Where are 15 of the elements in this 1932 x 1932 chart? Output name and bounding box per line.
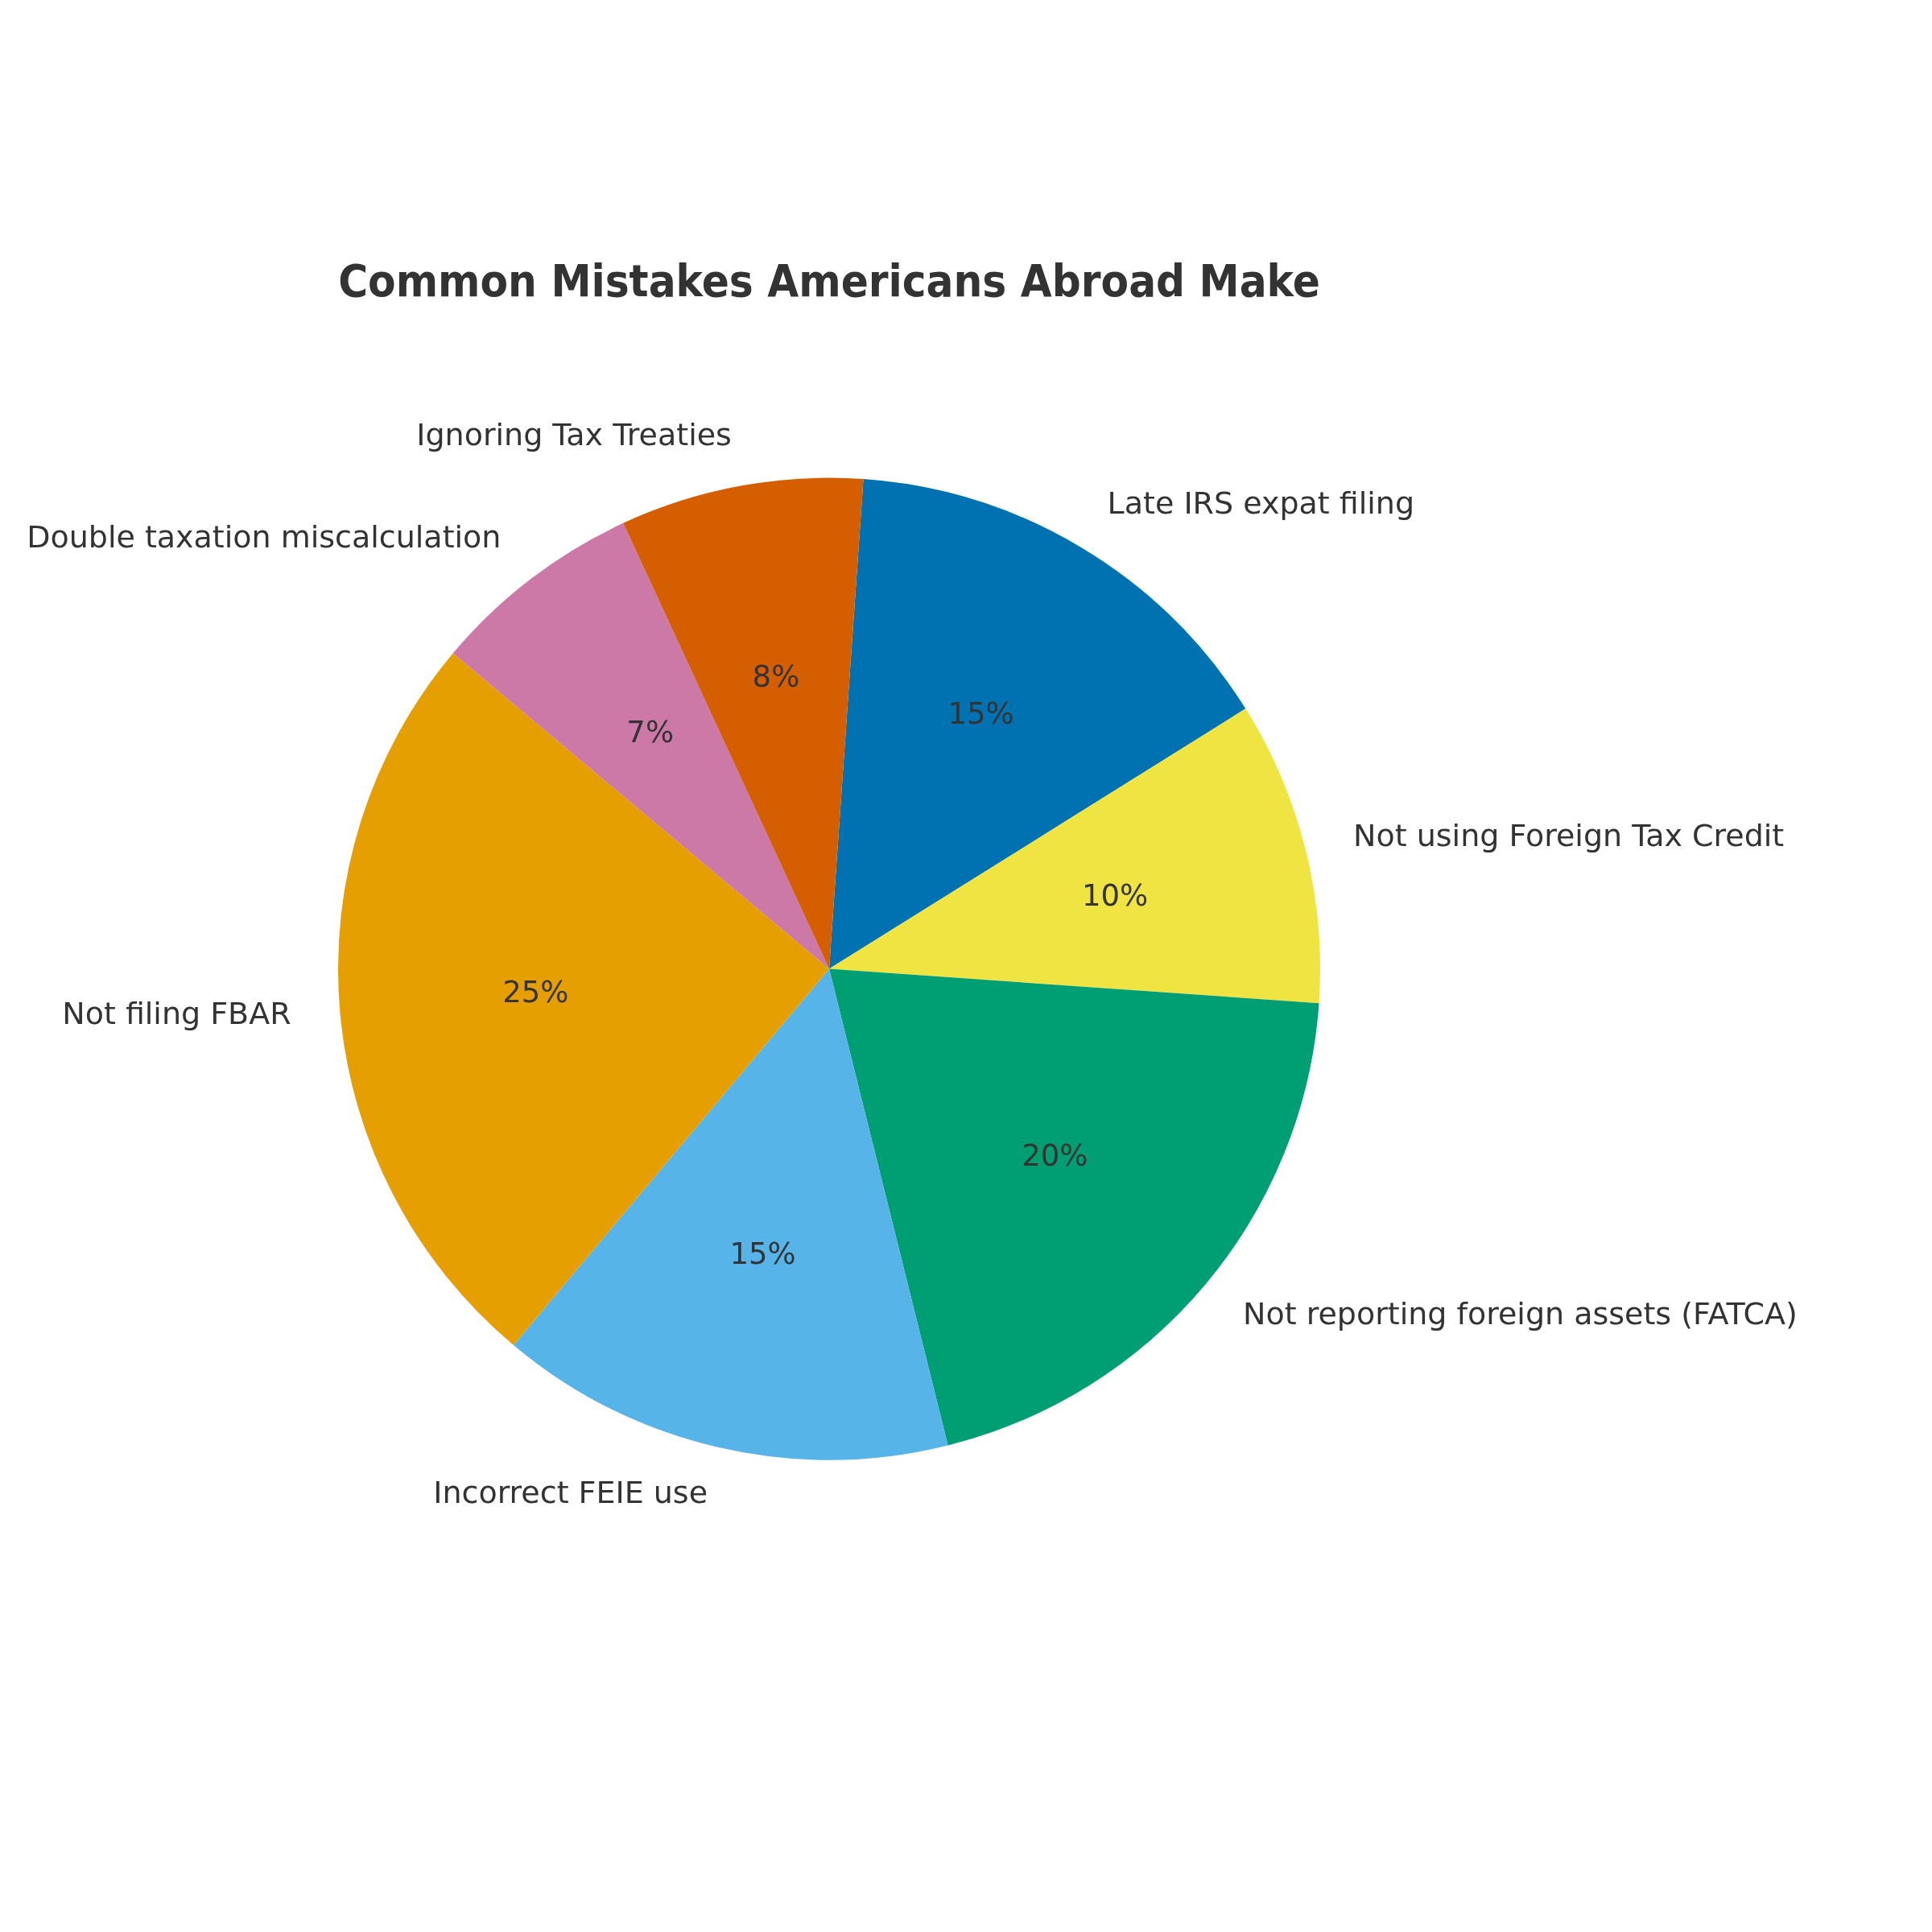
- chart-title: Common Mistakes Americans Abroad Make: [338, 254, 1320, 308]
- data-label: 20%: [1022, 1138, 1088, 1174]
- data-label: 15%: [947, 696, 1014, 732]
- slice-label: Incorrect FEIE use: [433, 1475, 708, 1511]
- slice-label: Not reporting foreign assets (FATCA): [1243, 1295, 1798, 1331]
- slice-label: Late IRS expat filing: [1107, 485, 1415, 522]
- data-label: 25%: [502, 975, 569, 1010]
- slice-label: Not using Foreign Tax Credit: [1353, 818, 1785, 854]
- data-label: 10%: [1082, 877, 1149, 913]
- data-label: 15%: [729, 1236, 796, 1271]
- slice-label: Double taxation miscalculation: [27, 519, 502, 555]
- slice-label: Not filing FBAR: [62, 995, 291, 1031]
- data-label: 8%: [752, 659, 800, 695]
- data-label: 7%: [626, 715, 675, 750]
- slice-label: Ignoring Tax Treaties: [416, 417, 732, 453]
